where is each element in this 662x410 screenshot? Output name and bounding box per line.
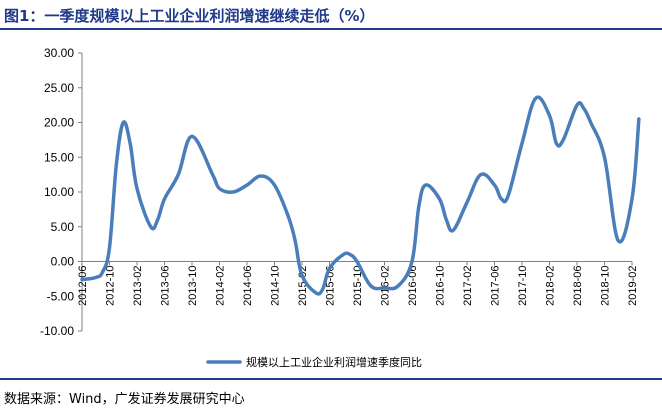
y-tick-label: 20.00 bbox=[44, 116, 74, 130]
x-tick-label: 2014-10 bbox=[270, 266, 282, 306]
x-tick-label: 2014-02 bbox=[215, 266, 227, 306]
line-chart: 30.00 25.00 20.00 15.00 10.00 5.00 0.00 -5.00 -1… bbox=[40, 46, 641, 369]
y-tick-label: 10.00 bbox=[44, 185, 74, 199]
y-tick-label: 30.00 bbox=[44, 46, 74, 60]
source-bar: 数据来源：Wind，广发证券发展研究中心 bbox=[0, 378, 662, 410]
x-tick-label: 2016-02 bbox=[380, 266, 392, 306]
x-axis: 2012-06 2012-10 2013-02 2013-06 2013-10 2014-… bbox=[77, 261, 639, 306]
series-group bbox=[80, 95, 641, 296]
x-tick-label: 2013-06 bbox=[160, 266, 172, 306]
x-tick-label: 2016-06 bbox=[407, 266, 419, 306]
legend: 规模以上工业企业利润增速季度同比 bbox=[206, 355, 422, 369]
x-tick-label: 2017-06 bbox=[490, 266, 502, 306]
y-tick-label: 0.00 bbox=[51, 255, 75, 269]
x-tick-label: 2017-10 bbox=[517, 266, 529, 306]
x-tick-label: 2015-10 bbox=[352, 266, 364, 306]
x-tick-label: 2014-06 bbox=[242, 266, 254, 306]
chart-title: 图1：一季度规模以上工业企业利润增速继续走低（%） bbox=[4, 7, 375, 25]
y-tick-label: -5.00 bbox=[47, 289, 75, 303]
x-tick-label: 2017-02 bbox=[462, 266, 474, 306]
y-tick-label: -10.00 bbox=[40, 324, 74, 338]
y-tick-label: 5.00 bbox=[51, 220, 75, 234]
y-axis: 30.00 25.00 20.00 15.00 10.00 5.00 0.00 -5.00 -1… bbox=[40, 46, 83, 338]
x-tick-label: 2018-10 bbox=[600, 266, 612, 306]
x-tick-label: 2013-02 bbox=[132, 266, 144, 306]
x-tick-label: 2018-02 bbox=[545, 266, 557, 306]
x-tick-label: 2013-10 bbox=[187, 266, 199, 306]
series-line bbox=[80, 95, 641, 296]
x-tick-label: 2015-02 bbox=[297, 266, 309, 306]
y-tick-label: 15.00 bbox=[44, 150, 74, 164]
x-tick-label: 2019-02 bbox=[627, 266, 639, 306]
y-tick-label: 25.00 bbox=[44, 81, 74, 95]
x-tick-label: 2018-06 bbox=[572, 266, 584, 306]
x-tick-label: 2016-10 bbox=[435, 266, 447, 306]
title-bar: 图1：一季度规模以上工业企业利润增速继续走低（%） bbox=[0, 0, 662, 30]
x-tick-label: 2012-06 bbox=[77, 266, 89, 306]
data-source: 数据来源：Wind，广发证券发展研究中心 bbox=[4, 392, 245, 407]
x-tick-label: 2012-10 bbox=[105, 266, 117, 306]
legend-label: 规模以上工业企业利润增速季度同比 bbox=[246, 355, 422, 369]
